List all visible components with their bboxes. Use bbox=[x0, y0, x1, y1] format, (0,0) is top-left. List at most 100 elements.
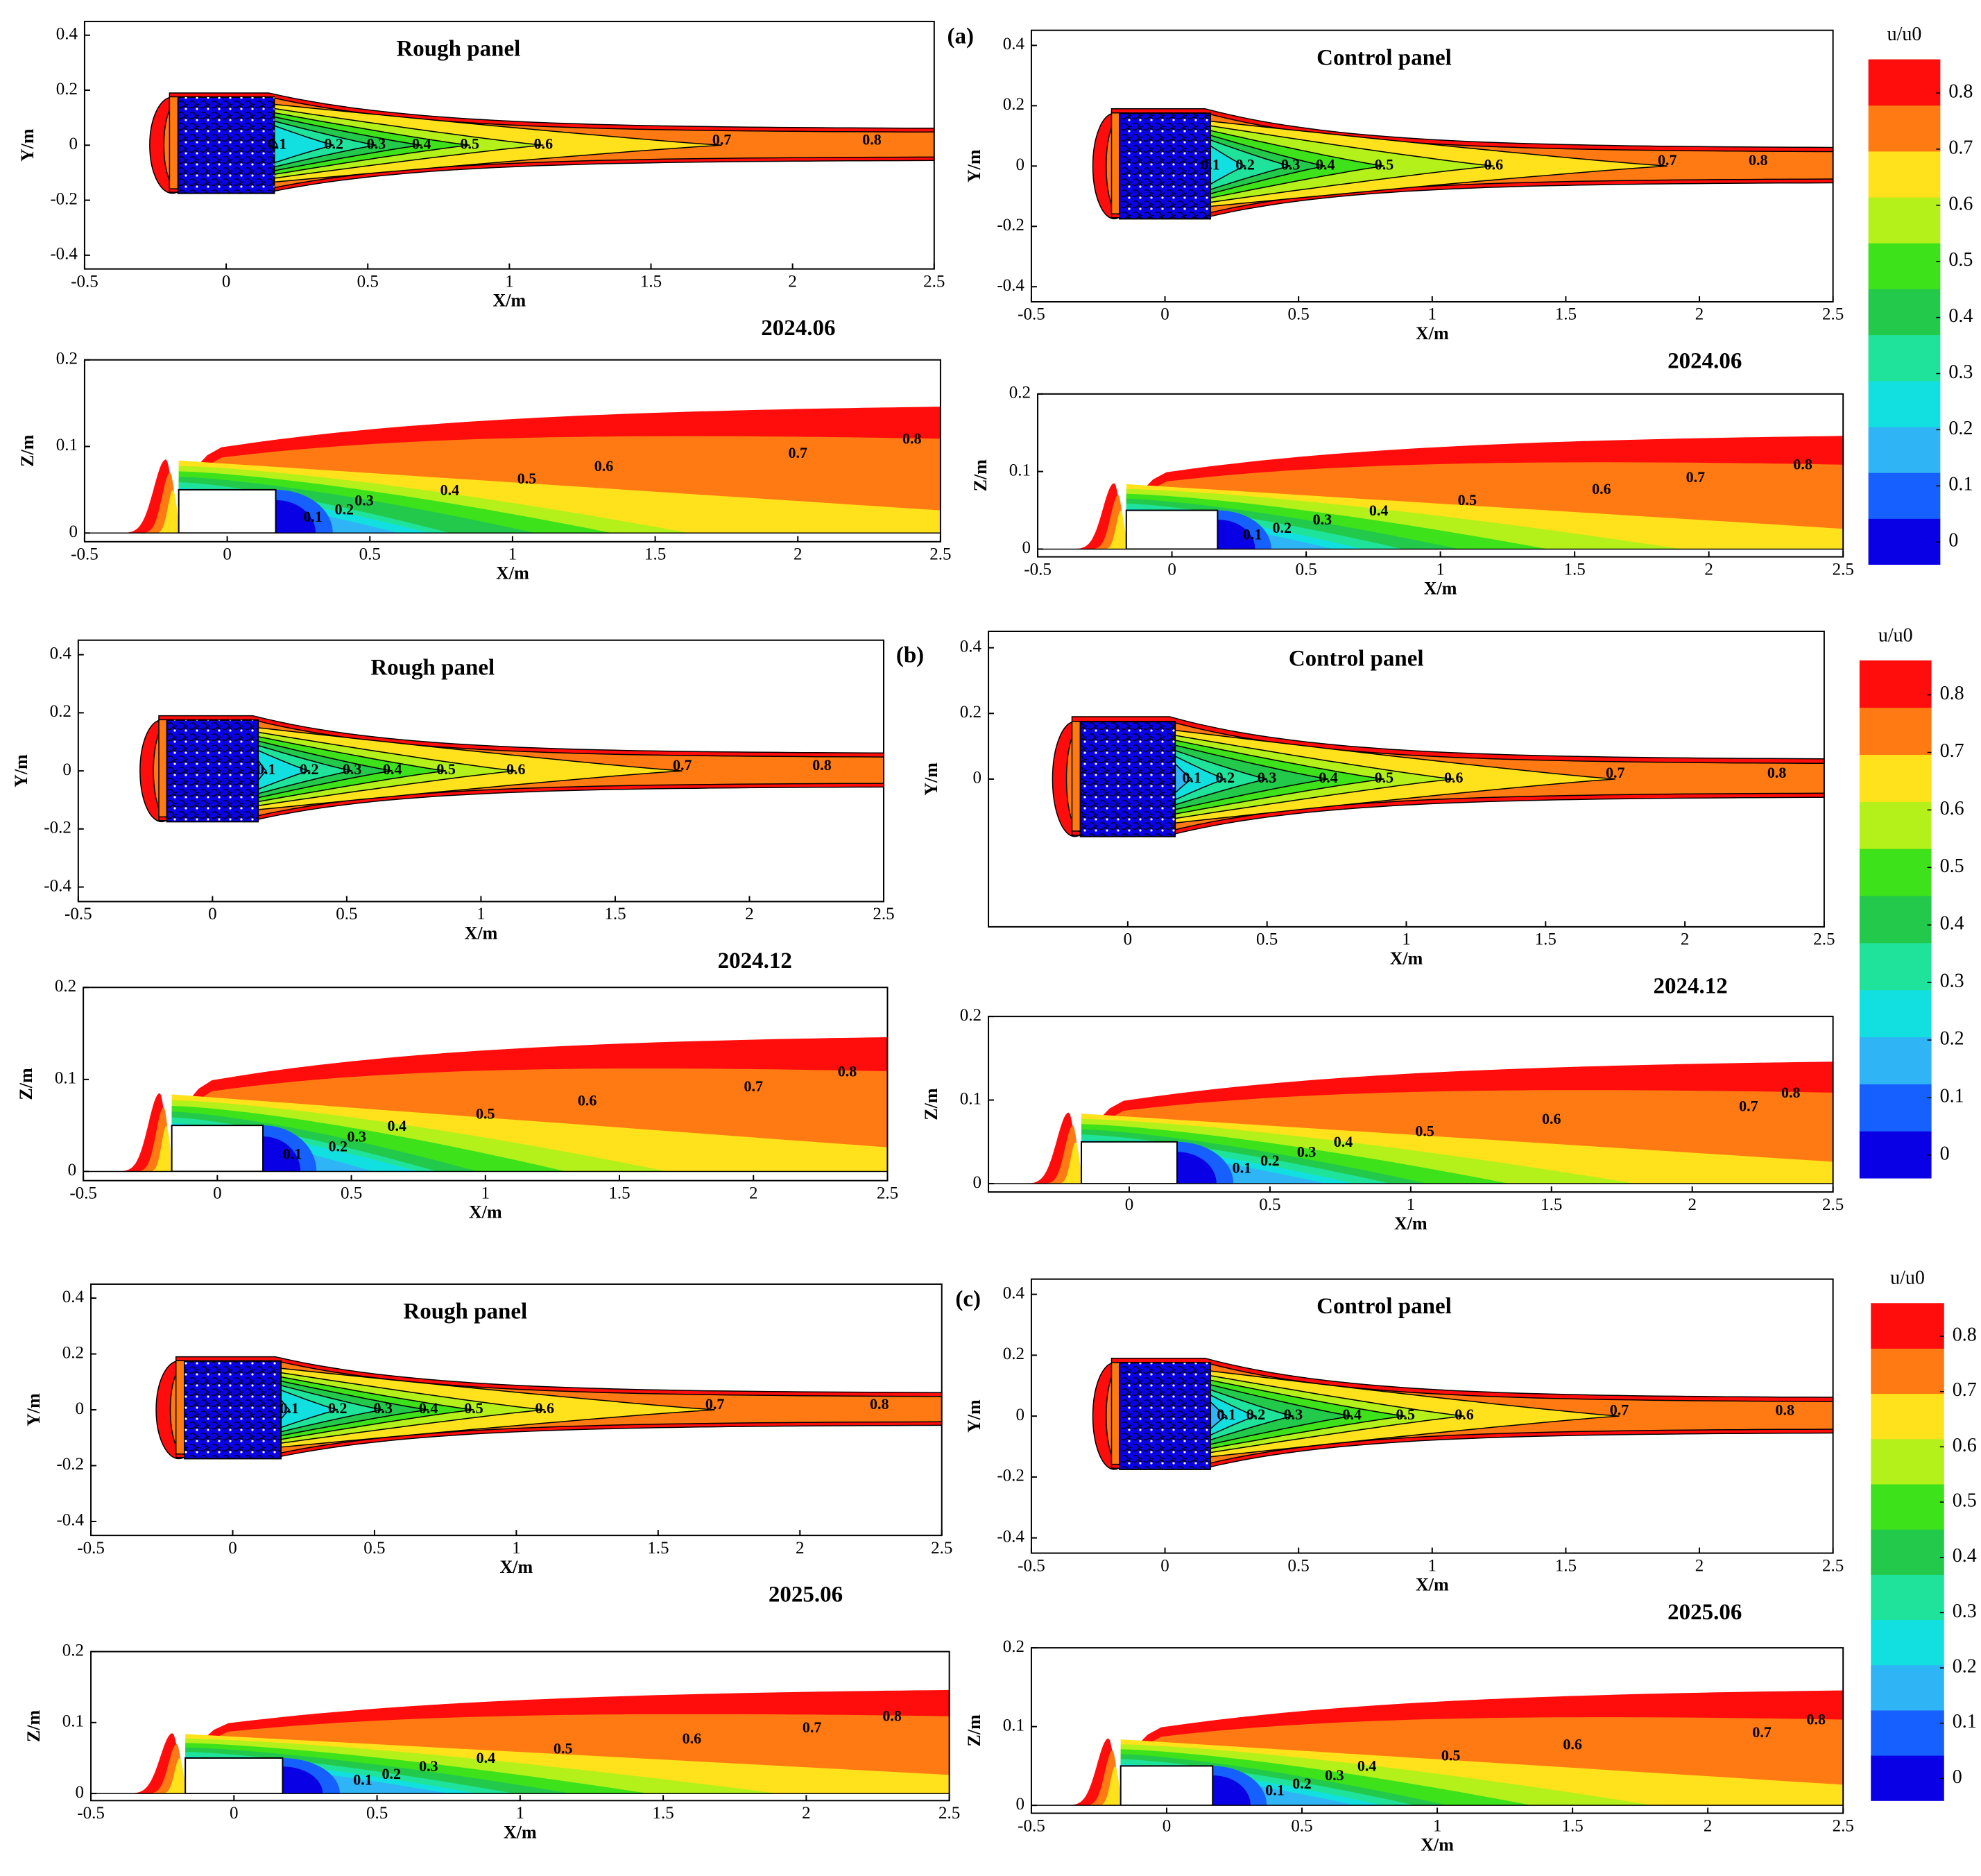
x-tick-label: 1.5 bbox=[608, 1184, 630, 1202]
colorbar-title: u/u0 bbox=[1887, 24, 1922, 45]
colorbar-tick-label: 0 bbox=[1940, 1143, 1950, 1164]
panel-block bbox=[185, 1757, 284, 1794]
y-tick-label: 0.2 bbox=[56, 349, 78, 368]
panel-title: Control panel bbox=[1317, 1294, 1452, 1319]
contour-label: 0.6 bbox=[683, 1730, 702, 1747]
colorbar-block bbox=[1871, 1574, 1944, 1621]
colorbar-block bbox=[1859, 989, 1932, 1038]
panel-label: (b) bbox=[896, 642, 924, 667]
x-axis-label: X/m bbox=[500, 1557, 533, 1577]
contour-label: 0.2 bbox=[381, 1765, 401, 1782]
y-tick-label: -0.4 bbox=[997, 1527, 1024, 1546]
contour-label: 0.6 bbox=[535, 1399, 555, 1417]
y-tick-label: 0.2 bbox=[62, 1641, 84, 1660]
y-tick-label: -0.4 bbox=[44, 876, 71, 895]
contour-label: 0.8 bbox=[862, 130, 882, 148]
contour-label: 0.2 bbox=[1292, 1775, 1312, 1792]
contour-label: 0.2 bbox=[300, 760, 319, 778]
y-tick-label: -0.2 bbox=[997, 1467, 1024, 1485]
x-tick-label: 2.5 bbox=[1813, 930, 1835, 949]
x-tick-label: 0.5 bbox=[359, 545, 381, 564]
x-tick-label: 1 bbox=[477, 905, 486, 923]
contour-region bbox=[1204, 1391, 1258, 1439]
x-tick-label: 0 bbox=[1160, 1556, 1169, 1575]
contour-label: 0.2 bbox=[334, 500, 354, 518]
contour-label: 0.6 bbox=[1455, 1406, 1474, 1423]
x-axis-label: X/m bbox=[496, 563, 529, 583]
colorbar-block bbox=[1859, 942, 1932, 991]
colorbar-tick-label: 0 bbox=[1953, 1766, 1962, 1788]
y-tick-label: -0.4 bbox=[50, 245, 78, 264]
panel-label: (c) bbox=[955, 1287, 981, 1312]
colorbar-block bbox=[1859, 1084, 1932, 1132]
contour-label: 0.4 bbox=[412, 135, 431, 152]
contour-label: 0.5 bbox=[1415, 1122, 1434, 1139]
contour-label: 0.8 bbox=[1749, 151, 1768, 169]
x-tick-label: 2 bbox=[1695, 305, 1704, 324]
contour-label: 0.8 bbox=[1776, 1401, 1795, 1419]
contour-label: 0.4 bbox=[1342, 1406, 1362, 1423]
contour-label: 0.1 bbox=[283, 1145, 302, 1163]
y-tick-label: 0.1 bbox=[960, 1089, 981, 1108]
x-tick-label: 2 bbox=[745, 905, 754, 923]
x-axis-label: X/m bbox=[1390, 948, 1423, 969]
contour-label: 0.8 bbox=[1781, 1084, 1801, 1101]
colorbar-tick-label: 0.3 bbox=[1953, 1601, 1977, 1622]
panel-texture bbox=[178, 96, 275, 194]
contour-label: 0.3 bbox=[1313, 511, 1332, 528]
front-hump bbox=[1002, 1141, 1095, 1184]
panel-title: Rough panel bbox=[370, 655, 495, 680]
contour-label: 0.7 bbox=[705, 1395, 725, 1413]
y-axis-label: Y/m bbox=[964, 149, 984, 182]
y-tick-label: 0 bbox=[69, 135, 78, 153]
front-hump bbox=[98, 489, 192, 534]
y-tick-label: 0.2 bbox=[1003, 1345, 1024, 1363]
x-tick-label: 1.5 bbox=[647, 1539, 669, 1558]
colorbar-block bbox=[1868, 426, 1941, 473]
x-tick-label: 2 bbox=[749, 1184, 758, 1202]
x-tick-label: 0 bbox=[1160, 305, 1169, 324]
x-tick-label: 2 bbox=[1688, 1195, 1697, 1214]
colorbar-block bbox=[1859, 707, 1932, 756]
front-hump bbox=[1051, 510, 1139, 549]
contour-label: 0.6 bbox=[506, 760, 526, 778]
x-axis-label: X/m bbox=[465, 923, 498, 943]
colorbar-block bbox=[1871, 1619, 1944, 1666]
contour-field bbox=[1052, 716, 1824, 837]
contour-label: 0.1 bbox=[303, 508, 323, 525]
x-tick-label: 0.5 bbox=[1256, 930, 1278, 949]
contour-label: 0.7 bbox=[803, 1719, 822, 1736]
contour-label: 0.3 bbox=[1258, 769, 1277, 786]
x-tick-label: 1.5 bbox=[1564, 560, 1586, 579]
x-tick-label: 0 bbox=[230, 1804, 239, 1823]
x-tick-label: 0 bbox=[213, 1184, 222, 1202]
contour-label: 0.5 bbox=[517, 470, 537, 487]
contour-label: 0.7 bbox=[1658, 151, 1677, 169]
contour-label: 0.4 bbox=[1334, 1133, 1353, 1150]
colorbar-tick-label: 0.7 bbox=[1940, 740, 1964, 762]
panel-block bbox=[178, 488, 277, 534]
y-tick-label: 0 bbox=[973, 769, 982, 787]
colorbar-title: u/u0 bbox=[1890, 1268, 1925, 1289]
contour-label: 0.2 bbox=[1273, 519, 1292, 536]
contour-label: 0.7 bbox=[673, 756, 692, 774]
contour-label: 0.7 bbox=[1606, 764, 1625, 781]
contour-label: 0.7 bbox=[788, 444, 807, 461]
colorbar-block bbox=[1868, 151, 1941, 198]
contour-label: 0.3 bbox=[367, 135, 386, 152]
x-tick-label: 0 bbox=[208, 905, 217, 923]
panel-texture bbox=[166, 719, 259, 822]
contour-label: 0.8 bbox=[812, 756, 832, 774]
y-axis-label: Y/m bbox=[24, 1393, 44, 1426]
x-tick-label: 0 bbox=[228, 1539, 237, 1558]
contour-label: 0.6 bbox=[1563, 1735, 1582, 1753]
y-tick-label: -0.2 bbox=[56, 1455, 84, 1474]
x-tick-label: 2.5 bbox=[877, 1184, 898, 1202]
x-tick-label: 1 bbox=[1436, 560, 1445, 579]
colorbar-tick-label: 0.1 bbox=[1940, 1085, 1964, 1107]
colorbar-tick-label: 0.6 bbox=[1948, 193, 1973, 214]
plan-chart: 0.1 0.2 0.3 0.4 0.5 0.6 0.7 0.8 -0.5 0 0.5 1 1.5 2 2.5… bbox=[17, 20, 974, 341]
x-tick-label: 1 bbox=[505, 272, 514, 291]
